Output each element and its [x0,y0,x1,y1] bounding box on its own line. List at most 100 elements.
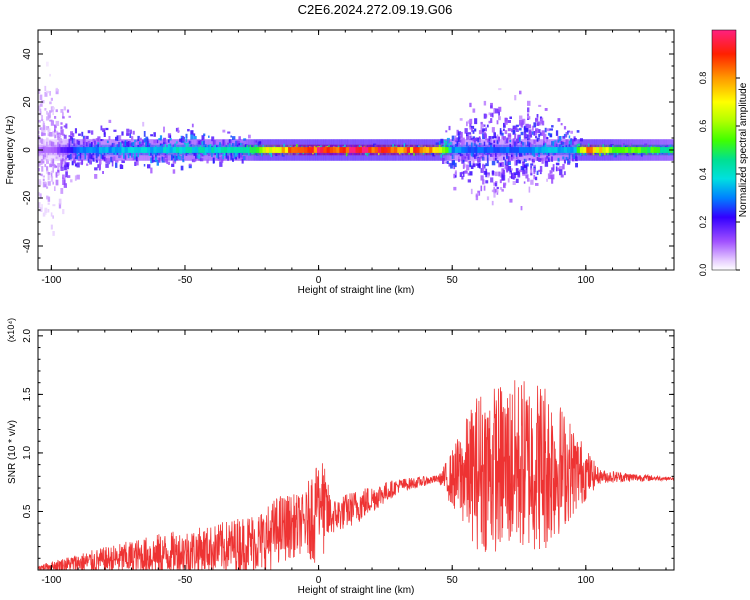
heatmap-cell [97,164,101,168]
heatmap-cell [66,143,70,147]
heatmap-cell [361,147,366,153]
heatmap-cell [446,144,450,147]
heatmap-cell [116,135,119,141]
heatmap-cell [525,128,529,133]
heatmap-cell [62,112,64,117]
heatmap-cell [387,147,391,153]
heatmap-cell [520,119,524,124]
heatmap-cell [485,134,487,141]
heatmap-cell [507,134,512,140]
heatmap-cell [514,172,518,175]
heatmap-cell [509,172,511,175]
heatmap-cell [613,151,617,158]
heatmap-cell [478,162,481,169]
heatmap-cell [612,145,615,149]
heatmap-cell [467,172,470,176]
heatmap-cell [52,107,55,110]
heatmap-cell [506,137,509,144]
heatmap-cell [480,168,484,173]
heatmap-cell [474,137,476,144]
heatmap-cell [538,129,541,134]
heatmap-cell [499,163,502,166]
heatmap-cell [454,143,458,149]
heatmap-cell [134,147,138,153]
heatmap-cell [127,154,130,159]
heatmap-cell [126,128,130,132]
heatmap-cell [466,133,468,137]
heatmap-cell [554,141,557,147]
heatmap-cell [86,147,90,153]
heatmap-cell [82,138,86,144]
heatmap-cell [151,157,154,163]
heatmap-cell [87,130,91,134]
heatmap-cell [41,128,45,132]
heatmap-cell [501,189,504,192]
heatmap-cell [467,179,471,183]
heatmap-cell [413,147,417,153]
heatmap-cell [544,143,547,149]
heatmap-cell [164,159,168,163]
heatmap-cell [121,160,125,163]
heatmap-cell [485,168,488,173]
heatmap-cell [62,209,65,215]
heatmap-cell [482,153,485,159]
heatmap-cell [493,140,495,143]
heatmap-cell [467,120,470,124]
heatmap-cell [208,152,211,156]
heatmap-cell [174,143,177,149]
heatmap-cell [57,166,60,172]
heatmap-cell [535,176,538,181]
heatmap-cell [541,147,545,153]
heatmap-cell [145,136,149,142]
heatmap-cell [208,147,212,153]
heatmap-cell [536,122,540,126]
heatmap-cell [70,179,73,183]
heatmap-cell [507,156,511,162]
heatmap-cell [546,137,549,140]
heatmap-cell [499,147,504,153]
heatmap-cell [219,143,222,150]
heatmap-cell [390,147,395,153]
heatmap-cell [63,125,66,128]
heatmap-cell [539,166,543,172]
heatmap-cell [137,153,140,158]
heatmap-cell [275,153,278,156]
heatmap-cell [143,131,146,137]
heatmap-cell [490,118,493,123]
heatmap-cell [612,147,616,153]
heatmap-cell [355,147,359,153]
heatmap-cell [628,147,632,153]
heatmap-cell [187,129,190,132]
x-tick-label: 100 [577,575,594,586]
heatmap-cell [602,147,606,153]
heatmap-cell [535,128,539,134]
heatmap-cell [137,147,141,153]
heatmap-cell [278,147,282,153]
heatmap-cell [259,147,263,153]
heatmap-cell [527,178,530,182]
heatmap-cell [467,147,472,153]
heatmap-cell [73,147,77,153]
heatmap-cell [495,157,498,161]
heatmap-cell [179,138,182,142]
heatmap-cell [42,178,45,181]
heatmap-cell [486,172,490,176]
heatmap-cell [485,171,488,178]
heatmap-cell [74,175,77,181]
heatmap-cell [65,123,68,129]
heatmap-cell [139,143,142,148]
heatmap-cell [498,106,502,112]
heatmap-cell [483,147,488,153]
heatmap-cell [445,130,448,133]
heatmap-cell [252,152,256,155]
heatmap-cell [116,152,120,155]
heatmap-cell [115,147,119,153]
heatmap-cell [477,157,480,163]
heatmap-cell [517,137,521,140]
heatmap-cell [95,153,98,159]
heatmap-cell [626,150,629,157]
heatmap-cell [615,147,619,153]
heatmap-cell [528,142,532,146]
heatmap-cell [650,147,654,153]
